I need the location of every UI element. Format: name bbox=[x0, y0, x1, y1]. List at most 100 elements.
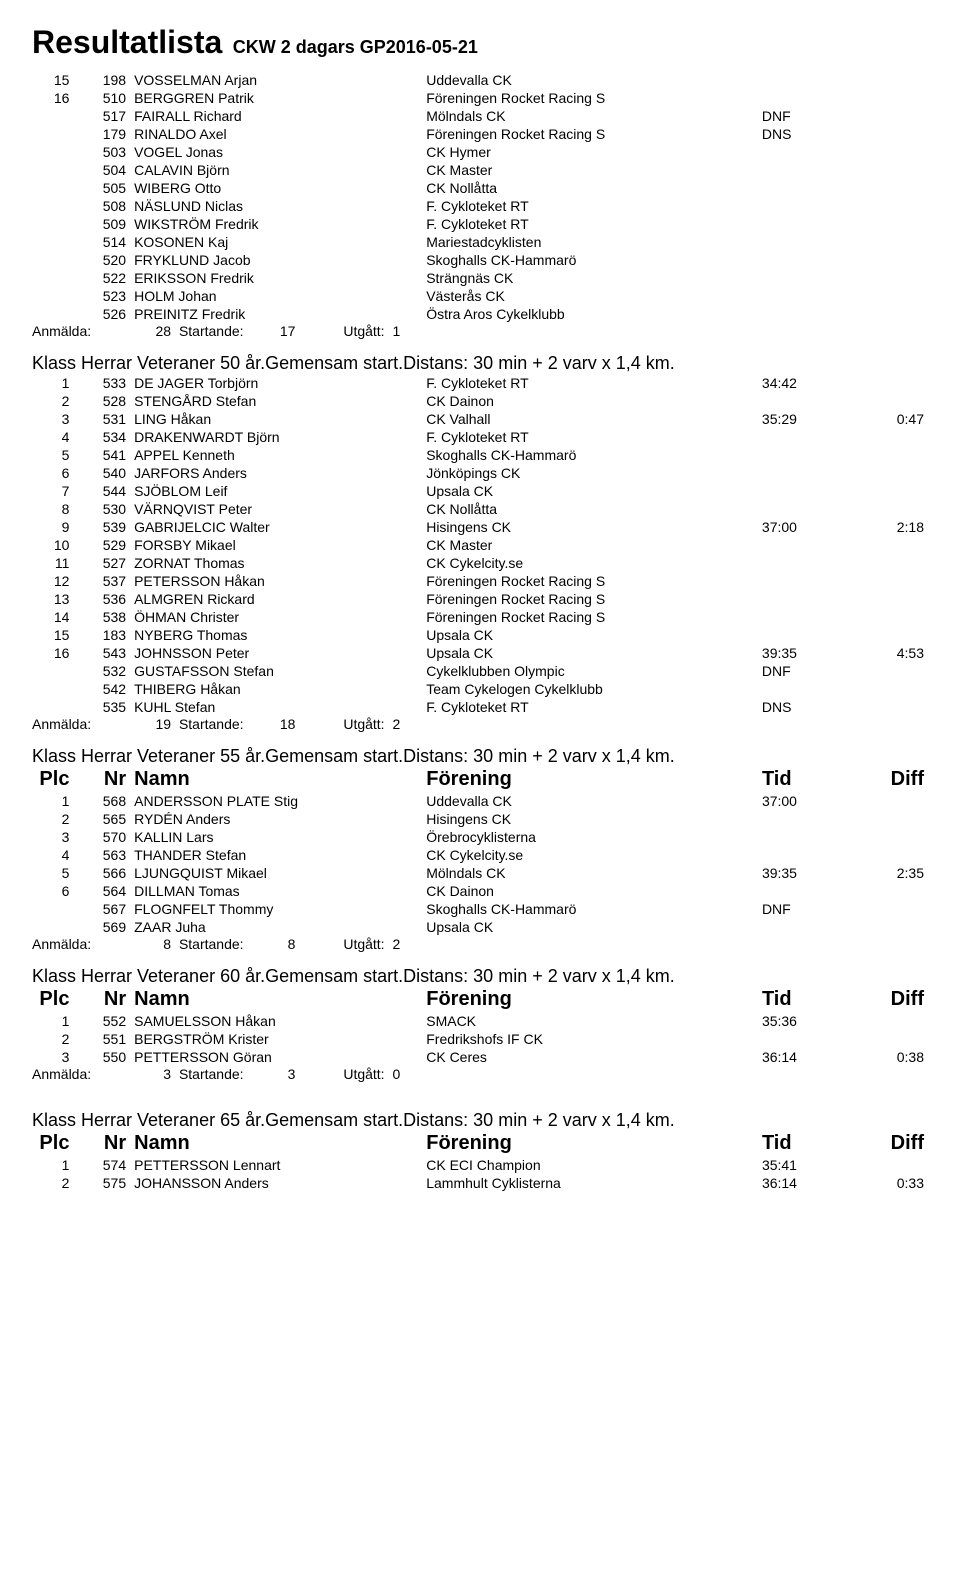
col-plc: Plc bbox=[32, 987, 73, 1012]
cell-plc bbox=[32, 233, 73, 251]
cell-diff bbox=[854, 107, 928, 125]
cell-diff bbox=[854, 554, 928, 572]
cell-nr: 564 bbox=[73, 882, 130, 900]
cell-diff bbox=[854, 161, 928, 179]
cell-name: RINALDO Axel bbox=[130, 125, 422, 143]
summary-utgatt-value: 0 bbox=[392, 1066, 400, 1082]
cell-plc bbox=[32, 900, 73, 918]
summary-anmalda-value: 8 bbox=[99, 936, 171, 952]
summary-anmalda-label: Anmälda: bbox=[32, 323, 91, 339]
table-row: 14538ÖHMAN ChristerFöreningen Rocket Rac… bbox=[32, 608, 928, 626]
cell-tid: DNF bbox=[758, 662, 854, 680]
section-title-65: Klass Herrar Veteraner 65 år.Gemensam st… bbox=[32, 1110, 928, 1131]
cell-tid bbox=[758, 305, 854, 323]
cell-plc bbox=[32, 107, 73, 125]
cell-tid: 36:14 bbox=[758, 1174, 854, 1192]
cell-name: ZORNAT Thomas bbox=[130, 554, 422, 572]
col-namn: Namn bbox=[130, 767, 422, 792]
cell-tid bbox=[758, 626, 854, 644]
table-row: 532GUSTAFSSON StefanCykelklubben Olympic… bbox=[32, 662, 928, 680]
cell-tid bbox=[758, 251, 854, 269]
cell-tid bbox=[758, 233, 854, 251]
cell-name: JARFORS Anders bbox=[130, 464, 422, 482]
col-tid: Tid bbox=[758, 767, 854, 792]
table-row: 16510BERGGREN PatrikFöreningen Rocket Ra… bbox=[32, 89, 928, 107]
cell-nr: 569 bbox=[73, 918, 130, 936]
cell-tid: 35:41 bbox=[758, 1156, 854, 1174]
cell-club: Uddevalla CK bbox=[422, 792, 758, 810]
cell-plc: 4 bbox=[32, 428, 73, 446]
cell-nr: 505 bbox=[73, 179, 130, 197]
cell-diff bbox=[854, 464, 928, 482]
cell-name: VOSSELMAN Arjan bbox=[130, 71, 422, 89]
col-nr: Nr bbox=[73, 987, 130, 1012]
cell-diff bbox=[854, 287, 928, 305]
cell-diff bbox=[854, 233, 928, 251]
cell-diff bbox=[854, 608, 928, 626]
cell-plc: 2 bbox=[32, 1174, 73, 1192]
cell-name: SAMUELSSON Håkan bbox=[130, 1012, 422, 1030]
cell-club: CK Dainon bbox=[422, 392, 758, 410]
cell-plc: 1 bbox=[32, 1012, 73, 1030]
cell-name: LJUNGQUIST Mikael bbox=[130, 864, 422, 882]
table-row: 520FRYKLUND JacobSkoghalls CK-Hammarö bbox=[32, 251, 928, 269]
section-title-55: Klass Herrar Veteraner 55 år.Gemensam st… bbox=[32, 746, 928, 767]
cell-diff bbox=[854, 71, 928, 89]
cell-name: THANDER Stefan bbox=[130, 846, 422, 864]
cell-plc: 14 bbox=[32, 608, 73, 626]
cell-plc: 2 bbox=[32, 1030, 73, 1048]
cell-club: Strängnäs CK bbox=[422, 269, 758, 287]
cell-club: Östra Aros Cykelklubb bbox=[422, 305, 758, 323]
cell-name: LING Håkan bbox=[130, 410, 422, 428]
cell-club: CK Master bbox=[422, 161, 758, 179]
cell-diff bbox=[854, 590, 928, 608]
cell-club: Jönköpings CK bbox=[422, 464, 758, 482]
col-forening: Förening bbox=[422, 987, 758, 1012]
cell-name: CALAVIN Björn bbox=[130, 161, 422, 179]
cell-plc bbox=[32, 680, 73, 698]
cell-plc: 2 bbox=[32, 810, 73, 828]
cell-club: CK Nollåtta bbox=[422, 179, 758, 197]
cell-tid bbox=[758, 590, 854, 608]
cell-club: CK Dainon bbox=[422, 882, 758, 900]
cell-diff bbox=[854, 482, 928, 500]
cell-tid: 36:14 bbox=[758, 1048, 854, 1066]
cell-club: Upsala CK bbox=[422, 918, 758, 936]
cell-nr: 520 bbox=[73, 251, 130, 269]
cell-name: PREINITZ Fredrik bbox=[130, 305, 422, 323]
table-row: 517FAIRALL RichardMölndals CKDNF bbox=[32, 107, 928, 125]
cell-name: GABRIJELCIC Walter bbox=[130, 518, 422, 536]
cell-name: RYDÉN Anders bbox=[130, 810, 422, 828]
summary-50: Anmälda: 19 Startande: 18 Utgått: 2 bbox=[32, 716, 928, 732]
cell-tid bbox=[758, 846, 854, 864]
cell-plc bbox=[32, 179, 73, 197]
col-namn: Namn bbox=[130, 987, 422, 1012]
cell-plc: 8 bbox=[32, 500, 73, 518]
cell-tid: DNF bbox=[758, 107, 854, 125]
table-row: 1574PETTERSSON LennartCK ECI Champion35:… bbox=[32, 1156, 928, 1174]
cell-club: Skoghalls CK-Hammarö bbox=[422, 446, 758, 464]
cell-nr: 526 bbox=[73, 305, 130, 323]
cell-name: THIBERG Håkan bbox=[130, 680, 422, 698]
cell-diff bbox=[854, 900, 928, 918]
cell-name: NYBERG Thomas bbox=[130, 626, 422, 644]
cell-nr: 179 bbox=[73, 125, 130, 143]
cell-nr: 566 bbox=[73, 864, 130, 882]
cell-diff bbox=[854, 662, 928, 680]
table-row: 526PREINITZ FredrikÖstra Aros Cykelklubb bbox=[32, 305, 928, 323]
summary-anmalda-value: 3 bbox=[99, 1066, 171, 1082]
cell-diff bbox=[854, 680, 928, 698]
table-row: 8530VÄRNQVIST PeterCK Nollåtta bbox=[32, 500, 928, 518]
cell-diff bbox=[854, 1156, 928, 1174]
cell-club: CK Cykelcity.se bbox=[422, 846, 758, 864]
table-row: 569ZAAR JuhaUpsala CK bbox=[32, 918, 928, 936]
cell-plc: 13 bbox=[32, 590, 73, 608]
col-nr: Nr bbox=[73, 767, 130, 792]
col-tid: Tid bbox=[758, 1131, 854, 1156]
cell-name: DILLMAN Tomas bbox=[130, 882, 422, 900]
table-row: 523HOLM JohanVästerås CK bbox=[32, 287, 928, 305]
results-table-top: 15198VOSSELMAN ArjanUddevalla CK16510BER… bbox=[32, 71, 928, 323]
table-row: 1533DE JAGER TorbjörnF. Cykloteket RT34:… bbox=[32, 374, 928, 392]
col-plc: Plc bbox=[32, 1131, 73, 1156]
cell-club: F. Cykloteket RT bbox=[422, 698, 758, 716]
